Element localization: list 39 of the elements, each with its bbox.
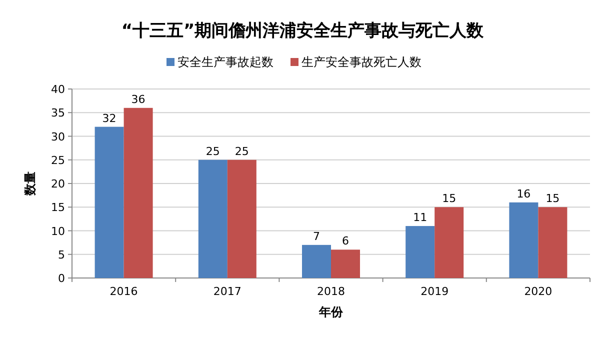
y-tick-label: 10 [51, 224, 65, 238]
bar [509, 202, 538, 278]
y-tick-label: 15 [51, 201, 65, 214]
legend-label: 安全生产事故起数 [178, 55, 274, 69]
bar [94, 126, 124, 278]
y-axis-title: 数量 [23, 172, 37, 196]
x-tick-label: 2019 [420, 285, 449, 298]
bar [406, 226, 435, 278]
data-label: 7 [313, 230, 320, 243]
bar [538, 207, 568, 278]
bar [198, 160, 228, 278]
chart-title: “十三五”期间儋州洋浦安全生产事故与死亡人数 [121, 21, 485, 41]
y-tick-label: 35 [51, 106, 65, 120]
data-label: 36 [131, 92, 146, 106]
x-tick-label: 2018 [317, 285, 345, 298]
y-tick-label: 30 [51, 130, 65, 144]
bar [227, 160, 256, 278]
data-label: 6 [342, 234, 349, 248]
x-tick-label: 2017 [213, 285, 242, 298]
data-label: 15 [442, 192, 456, 206]
data-label: 25 [206, 144, 220, 158]
bar [124, 108, 153, 278]
y-tick-label: 20 [51, 178, 65, 190]
data-label: 32 [102, 112, 116, 125]
x-axis-title: 年份 [318, 305, 344, 319]
data-label: 16 [516, 187, 531, 200]
data-label: 11 [413, 211, 428, 224]
y-tick-label: 40 [51, 83, 65, 96]
y-tick-label: 25 [51, 154, 65, 167]
y-tick-label: 5 [58, 248, 65, 262]
legend-label: 生产安全事故死亡人数 [302, 55, 422, 69]
x-tick-label: 2020 [524, 285, 552, 298]
data-label: 25 [234, 144, 249, 158]
bar [331, 250, 360, 278]
y-tick-label: 0 [58, 272, 65, 285]
data-label: 15 [546, 192, 560, 206]
bar [434, 207, 464, 278]
bar [302, 244, 331, 278]
x-tick-label: 2016 [110, 285, 138, 298]
